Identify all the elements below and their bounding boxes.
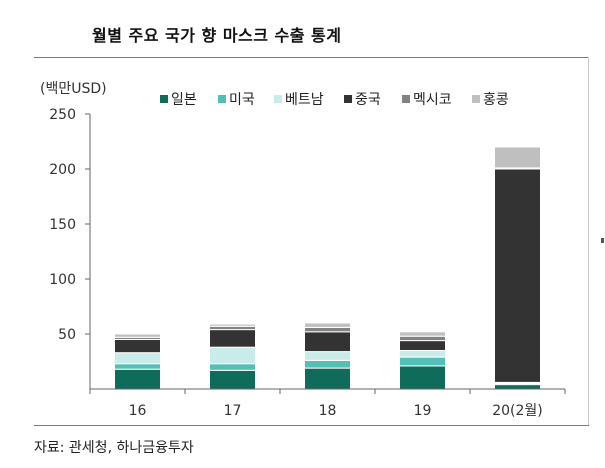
bar-segment <box>114 352 161 365</box>
y-tick-label: 200 <box>49 162 76 178</box>
legend-label: 중국 <box>355 92 381 108</box>
bar-segment <box>304 326 351 333</box>
bar-segment <box>114 363 161 370</box>
legend-label: 베트남 <box>285 92 324 108</box>
x-tick-label: 18 <box>319 403 337 419</box>
legend-label: 미국 <box>229 92 255 108</box>
bar-segment <box>494 384 541 390</box>
bar-segment <box>399 350 446 358</box>
bar-segment <box>304 359 351 369</box>
bar-segment <box>209 329 256 348</box>
legend-swatch <box>160 95 168 103</box>
bar-segment <box>209 369 256 390</box>
y-tick-label: 100 <box>49 272 76 288</box>
bar-stack <box>494 146 541 390</box>
bar-stack <box>399 331 446 390</box>
y-tick-label: 150 <box>49 217 76 233</box>
bar-segment <box>399 340 446 352</box>
legend-label: 일본 <box>171 92 197 108</box>
scroll-marker <box>601 238 604 243</box>
bar-segment <box>399 365 446 390</box>
source-divider <box>34 425 589 426</box>
x-tick-label: 16 <box>129 403 147 419</box>
bar-segment <box>399 356 446 367</box>
y-tick-label: 250 <box>49 107 76 123</box>
legend-swatch <box>402 95 410 103</box>
bar-segment <box>304 351 351 361</box>
y-axis-unit-label: (백만USD) <box>40 81 107 97</box>
legend-swatch <box>274 95 282 103</box>
bar-stack <box>304 322 351 390</box>
bar-segment <box>114 339 161 354</box>
bar-segment <box>114 333 161 338</box>
bar-segment <box>399 331 446 337</box>
legend: 일본 미국 베트남 중국 멕시코 홍콩 <box>160 92 509 108</box>
chart-title: 월별 주요 국가 향 마스크 수출 통계 <box>92 26 342 45</box>
bar-segment <box>399 335 446 342</box>
legend-label: 홍콩 <box>483 92 509 108</box>
bar-segment <box>209 346 256 365</box>
bars <box>114 146 541 390</box>
bar-segment <box>304 322 351 328</box>
bar-segment <box>209 323 256 327</box>
x-tick-label: 20(2월) <box>492 403 543 419</box>
legend-swatch <box>344 95 352 103</box>
bar-segment <box>304 367 351 390</box>
bar-stack <box>114 333 161 390</box>
frame-right-border <box>588 57 589 425</box>
y-axis: 250 200 150 100 50 <box>49 107 91 389</box>
legend-swatch <box>472 95 480 103</box>
bar-segment <box>304 331 351 353</box>
bar-segment <box>209 363 256 371</box>
bar-segment <box>114 368 161 390</box>
x-tick-label: 19 <box>414 403 432 419</box>
bar-segment <box>494 146 541 169</box>
y-tick-label: 50 <box>58 327 76 343</box>
legend-label: 멕시코 <box>413 92 452 108</box>
source-note: 자료: 관세청, 하나금융투자 <box>34 440 194 456</box>
legend-swatch <box>218 95 226 103</box>
x-tick-label: 17 <box>224 403 242 419</box>
x-axis: 16 17 18 19 20(2월) <box>89 388 566 419</box>
title-divider <box>34 57 589 58</box>
bar-stack <box>209 323 256 390</box>
bar-segment <box>494 168 541 383</box>
